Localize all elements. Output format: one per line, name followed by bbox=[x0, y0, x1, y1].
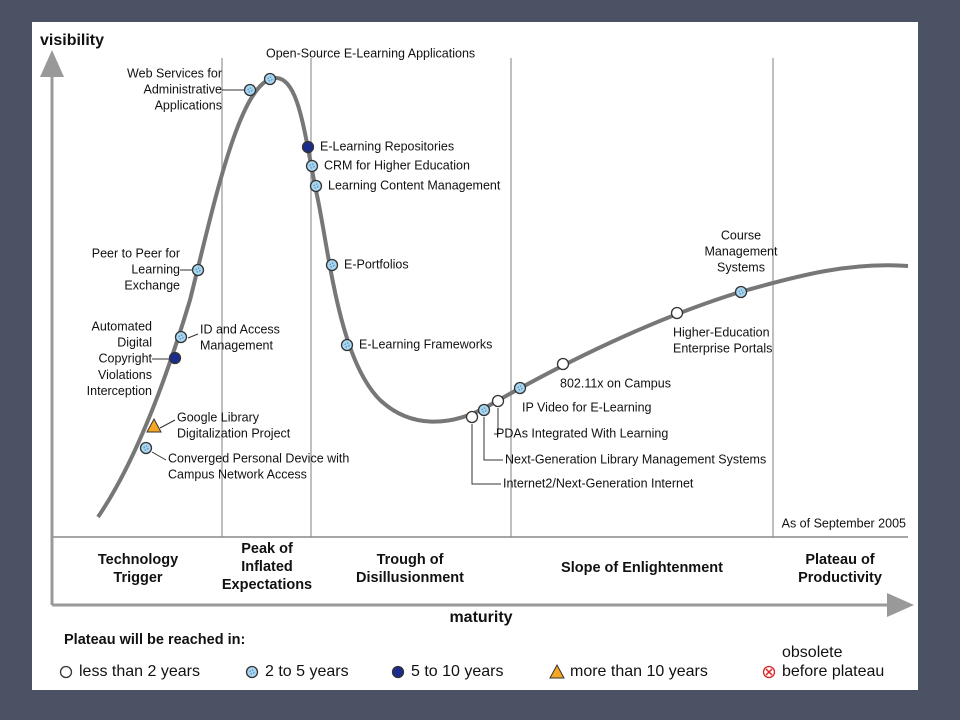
technology-marker bbox=[340, 338, 354, 352]
technology-label: CRM for Higher Education bbox=[324, 158, 470, 172]
phase-label: Peak of bbox=[241, 541, 293, 557]
y-axis-label: visibility bbox=[40, 32, 104, 49]
technology-label: E-Learning Repositories bbox=[320, 139, 454, 153]
x-axis-label: maturity bbox=[449, 609, 512, 626]
legend-marker-x bbox=[765, 668, 773, 676]
technology-label: Management bbox=[200, 338, 273, 352]
hype-curve bbox=[96, 76, 909, 519]
technology-marker bbox=[491, 394, 505, 408]
technology-marker bbox=[139, 441, 153, 455]
technology-marker bbox=[309, 179, 323, 193]
legend-marker bbox=[391, 665, 405, 679]
technology-marker-dot bbox=[309, 163, 315, 169]
phase-label: Trigger bbox=[113, 570, 163, 586]
legend-title: Plateau will be reached in: bbox=[64, 632, 245, 648]
phase-label: Technology bbox=[98, 552, 178, 568]
technology-label: 802.11x on Campus bbox=[560, 376, 671, 390]
technology-marker bbox=[305, 159, 319, 173]
technology-label: Violations bbox=[98, 368, 152, 382]
technology-label: Learning Content Management bbox=[328, 178, 501, 192]
technology-marker-dot bbox=[267, 76, 273, 82]
technology-marker-dot bbox=[178, 334, 184, 340]
technology-label: Internet2/Next-Generation Internet bbox=[503, 476, 694, 490]
technology-label: Converged Personal Device with bbox=[168, 451, 349, 465]
legend-label: 2 to 5 years bbox=[265, 663, 349, 680]
technology-label: Enterprise Portals bbox=[673, 341, 772, 355]
technology-label: Campus Network Access bbox=[168, 467, 307, 481]
technology-marker bbox=[146, 417, 162, 433]
technology-marker bbox=[191, 263, 205, 277]
technology-label: Administrative bbox=[144, 82, 223, 96]
technology-marker bbox=[301, 140, 315, 154]
panel bbox=[32, 22, 918, 690]
technology-label: Open-Source E-Learning Applications bbox=[266, 46, 475, 60]
technology-marker bbox=[325, 258, 339, 272]
legend-label: obsolete bbox=[782, 644, 843, 661]
technology-label: Applications bbox=[155, 99, 222, 113]
technology-marker bbox=[174, 330, 188, 344]
date-note: As of September 2005 bbox=[782, 516, 906, 530]
technology-marker-dot bbox=[738, 289, 744, 295]
legend-label: 5 to 10 years bbox=[411, 663, 504, 680]
legend-label: less than 2 years bbox=[79, 663, 200, 680]
technology-label: Copyright bbox=[99, 352, 153, 366]
technology-label: Exchange bbox=[124, 279, 180, 293]
technology-label: Higher-Education bbox=[673, 325, 770, 339]
technology-label: ID and Access bbox=[200, 322, 280, 336]
legend-label: before plateau bbox=[782, 663, 884, 680]
legend-marker-dot bbox=[249, 669, 255, 675]
technology-label: Digitalization Project bbox=[177, 426, 291, 440]
technology-marker-dot bbox=[517, 385, 523, 391]
technology-label: Next-Generation Library Management Syste… bbox=[505, 452, 766, 466]
technology-marker bbox=[168, 351, 182, 365]
phase-label: Inflated bbox=[241, 559, 293, 575]
technology-marker bbox=[477, 403, 491, 417]
technology-label: IP Video for E-Learning bbox=[522, 400, 652, 414]
phase-label: Expectations bbox=[222, 577, 312, 593]
phase-label: Slope of Enlightenment bbox=[561, 560, 723, 576]
technology-marker-dot bbox=[329, 262, 335, 268]
technology-label: Course bbox=[721, 228, 761, 242]
technology-marker-dot bbox=[481, 407, 487, 413]
leader-lines bbox=[151, 89, 503, 485]
phase-label: Trough of bbox=[377, 552, 444, 568]
technology-marker-dot bbox=[313, 183, 319, 189]
technology-marker bbox=[670, 306, 684, 320]
legend-marker bbox=[549, 663, 565, 679]
technology-marker bbox=[513, 381, 527, 395]
technology-marker-dot bbox=[195, 267, 201, 273]
legend-label: more than 10 years bbox=[570, 663, 708, 680]
legend-marker bbox=[59, 665, 73, 679]
technology-label: Learning bbox=[131, 262, 180, 276]
technology-label: Systems bbox=[717, 261, 765, 275]
technology-marker-dot bbox=[247, 87, 253, 93]
technology-label: E-Portfolios bbox=[344, 257, 409, 271]
technology-label: E-Learning Frameworks bbox=[359, 337, 492, 351]
technology-marker bbox=[734, 285, 748, 299]
technology-marker-dot bbox=[344, 342, 350, 348]
phase-label: Plateau of bbox=[805, 552, 874, 568]
technology-label: Digital bbox=[117, 335, 152, 349]
technology-marker bbox=[465, 410, 479, 424]
technology-label: Web Services for bbox=[127, 66, 222, 80]
technology-label: Interception bbox=[87, 384, 152, 398]
technology-marker bbox=[263, 72, 277, 86]
legend-marker bbox=[245, 665, 259, 679]
phase-label: Productivity bbox=[798, 570, 882, 586]
technology-label: Google Library bbox=[177, 410, 260, 424]
technology-label: Peer to Peer for bbox=[92, 246, 180, 260]
phase-dividers bbox=[221, 58, 774, 537]
technology-marker-dot bbox=[143, 445, 149, 451]
technology-label: Automated bbox=[92, 319, 153, 333]
phase-label: Disillusionment bbox=[356, 570, 464, 586]
technology-marker bbox=[243, 83, 257, 97]
technology-label: PDAs Integrated With Learning bbox=[496, 426, 668, 440]
technology-marker bbox=[556, 357, 570, 371]
technology-label: Management bbox=[705, 244, 778, 258]
